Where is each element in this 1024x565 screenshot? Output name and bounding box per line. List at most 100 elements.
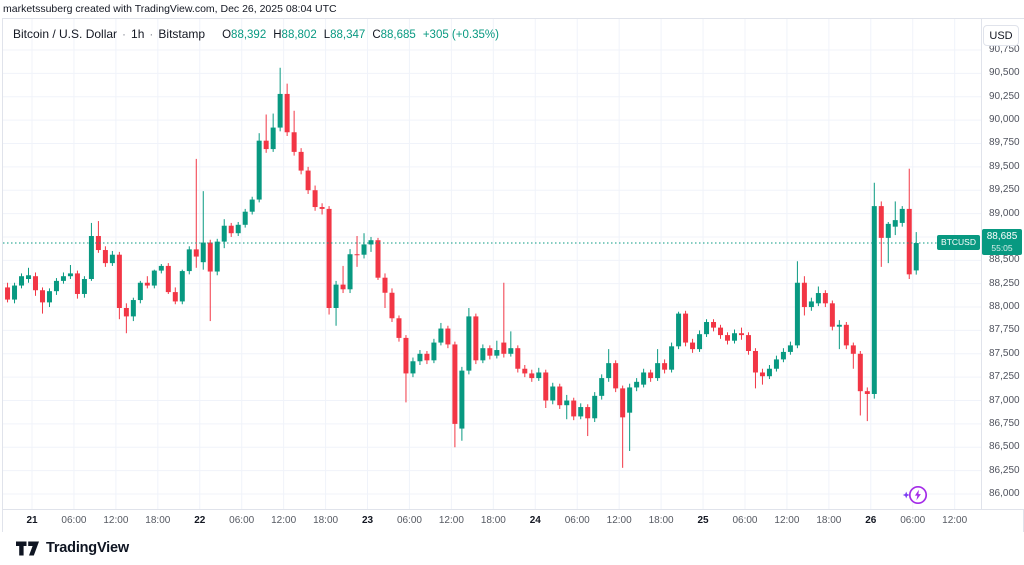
price-axis-label: 88,000 [989,301,1020,313]
candle-body [690,342,696,350]
price-axis-label: 89,750 [989,137,1020,149]
time-axis-label: 12:00 [942,515,968,526]
candle-body [704,322,710,335]
candle-body [228,225,234,234]
candle-body [417,353,423,362]
candle-body [529,373,535,379]
candle-body [725,335,731,341]
time-axis-label: 22 [194,515,206,526]
candle-body [536,372,542,379]
candle-body [95,236,101,251]
candle-body [683,313,689,343]
candle-body [550,386,556,401]
candle-body [487,348,493,356]
candlestick-chart-canvas[interactable] [3,19,1023,531]
symbol-legend[interactable]: Bitcoin / U.S. Dollar · 1h · Bitstamp O88,392… [13,27,499,41]
time-axis-label: 18:00 [816,515,842,526]
candle-body [836,324,842,327]
ohlc-value: 88,392 [231,29,267,41]
price-axis-label: 90,000 [989,114,1020,126]
interval-label[interactable]: 1h [131,27,145,41]
bar-countdown: 55:05 [991,243,1013,254]
candle-body [361,244,367,255]
candle-body [557,386,563,406]
ohlc-label: H [273,29,282,41]
candle-body [221,225,227,242]
candle-body [843,324,849,346]
time-axis-label: 12:00 [271,515,297,526]
exchange-label[interactable]: Bitstamp [158,27,206,41]
candle-body [857,353,863,392]
candle-body [214,241,220,272]
chart-pane: Bitcoin / U.S. Dollar · 1h · Bitstamp O88,392… [2,18,1024,532]
candle-body [284,93,290,133]
time-axis-label: 18:00 [480,515,506,526]
candle-body [738,333,744,336]
candle-body [780,351,786,360]
candle-body [26,275,32,280]
candle-body [12,285,18,300]
price-axis-label: 89,250 [989,184,1020,196]
candle-body [606,363,612,379]
candle-body [480,348,486,361]
candle-body [473,316,479,361]
candle-body [585,407,591,419]
candle-body [829,303,835,327]
currency-toggle-usd[interactable]: USD [983,25,1019,46]
candle-body [137,282,143,301]
candle-body [794,282,800,346]
time-axis-label: 06:00 [900,515,926,526]
flash-promo-icon[interactable] [901,483,929,507]
time-axis-label: 21 [26,515,38,526]
price-axis-label: 87,000 [989,394,1020,406]
time-axis-label: 06:00 [732,515,758,526]
candle-body [578,407,584,417]
candle-body [291,132,297,152]
candle-body [522,368,528,374]
sparkle-icon [902,491,910,499]
time-axis-label: 18:00 [648,515,674,526]
price-axis-label: 88,250 [989,277,1020,289]
candle-body [648,372,654,379]
candle-body [711,322,717,328]
candle-body [459,370,465,429]
tradingview-logo[interactable]: TradingView [16,537,129,559]
price-axis[interactable]: 90,750 90,500 90,250 90,000 89,750 89,500 89,2… [981,19,1024,509]
candle-body [515,348,521,369]
symbol-title[interactable]: Bitcoin / U.S. Dollar [13,27,118,41]
candle-body [298,151,304,171]
tradingview-logo-icon [16,541,39,555]
candle-body [396,318,402,338]
ohlc-value: 88,347 [330,29,366,41]
candle-body [613,363,619,389]
candle-body [808,301,814,308]
candle-body [424,353,430,361]
time-axis-label: 25 [697,515,709,526]
time-axis-label: 12:00 [103,515,129,526]
price-axis-label: 90,250 [989,90,1020,102]
candle-body [592,395,598,419]
attribution-text: marketssuberg created with TradingView.c… [3,3,337,15]
candle-body [731,333,737,341]
candle-body [620,388,626,418]
candle-body [144,282,150,286]
candle-body [438,328,444,343]
candle-body [375,240,381,278]
candle-body [130,300,136,317]
candle-body [752,350,758,373]
time-axis-label: 18:00 [313,515,339,526]
candle-body [256,140,262,200]
candle-body [326,208,332,308]
candle-body [773,359,779,369]
candle-body [235,224,241,234]
candle-body [158,265,164,271]
candle-body [403,337,409,374]
candle-body [389,292,395,319]
ohlc-value: 88,685 [380,29,416,41]
candle-body [718,327,724,336]
candle-body [662,363,668,370]
candle-body [263,140,269,150]
ohlc-label: L [323,29,331,41]
time-axis[interactable]: 21 06:00 12:00 18:00 22 06:00 12:00 18:00 23 06:0… [3,509,1023,532]
last-price-badge: 88,685 55:05 [982,229,1022,256]
